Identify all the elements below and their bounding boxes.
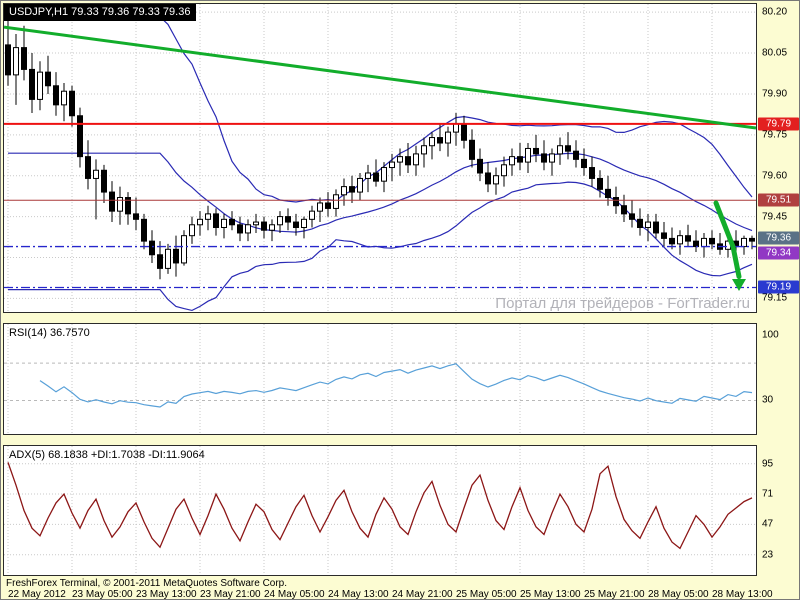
time-axis-label: 24 May 05:00 — [264, 589, 325, 600]
time-axis-label: 25 May 05:00 — [456, 589, 517, 600]
rsi-label: RSI(14) 36.7570 — [9, 327, 90, 339]
price-axis: 79.79 79.51 79.34 79.19 79.36 80.20 80.05 79.90… — [758, 1, 799, 599]
time-axis-label: 25 May 21:00 — [584, 589, 645, 600]
time-axis-label: 22 May 2012 — [8, 589, 66, 600]
price-badge: 79.51 — [758, 193, 799, 207]
candlestick-chart[interactable] — [4, 4, 756, 312]
time-axis-label: 23 May 13:00 — [136, 589, 197, 600]
bid-price-badge: 79.36 — [758, 231, 799, 245]
rsi-axis-label: 30 — [762, 394, 774, 406]
price-tick-label: 79.45 — [762, 211, 788, 223]
symbol-ohlc-label: USDJPY,H1 79.33 79.36 79.33 79.36 — [4, 4, 197, 21]
rsi-axis-label: 100 — [762, 329, 779, 341]
adx-label: ADX(5) 68.1838 +DI:1.7038 -DI:11.9064 — [9, 449, 205, 461]
adx-indicator-panel[interactable]: ADX(5) 68.1838 +DI:1.7038 -DI:11.9064 — [3, 445, 757, 576]
time-axis-label: 23 May 21:00 — [200, 589, 261, 600]
price-tick-label: 79.75 — [762, 129, 788, 141]
copyright-text: FreshForex Terminal, © 2001-2011 MetaQuo… — [6, 578, 288, 589]
adx-axis-label: 23 — [762, 549, 774, 561]
adx-axis-label: 71 — [762, 488, 774, 500]
price-tick-label: 80.05 — [762, 47, 788, 59]
price-badge: 79.19 — [758, 280, 799, 294]
price-tick-label: 79.90 — [762, 88, 788, 100]
main-chart-panel[interactable]: USDJPY,H1 79.33 79.36 79.33 79.36 Портал… — [3, 3, 757, 313]
adx-axis-label: 47 — [762, 518, 774, 530]
time-axis-label: 24 May 13:00 — [328, 589, 389, 600]
price-tick-label: 80.20 — [762, 6, 788, 18]
watermark: Портал для трейдеров - ForTrader.ru — [495, 295, 750, 312]
rsi-indicator-panel[interactable]: RSI(14) 36.7570 — [3, 323, 757, 435]
time-axis-label: 24 May 21:00 — [392, 589, 453, 600]
price-tick-label: 79.60 — [762, 170, 788, 182]
adx-axis-label: 95 — [762, 458, 774, 470]
rsi-line-chart[interactable] — [4, 324, 756, 434]
time-axis-label: 23 May 05:00 — [72, 589, 133, 600]
price-badge: 79.34 — [758, 246, 799, 260]
time-axis-label: 28 May 05:00 — [648, 589, 709, 600]
price-badge: 79.79 — [758, 117, 799, 131]
adx-line-chart[interactable] — [4, 446, 756, 575]
time-axis-label: 25 May 13:00 — [520, 589, 581, 600]
price-tick-label: 79.15 — [762, 292, 788, 304]
